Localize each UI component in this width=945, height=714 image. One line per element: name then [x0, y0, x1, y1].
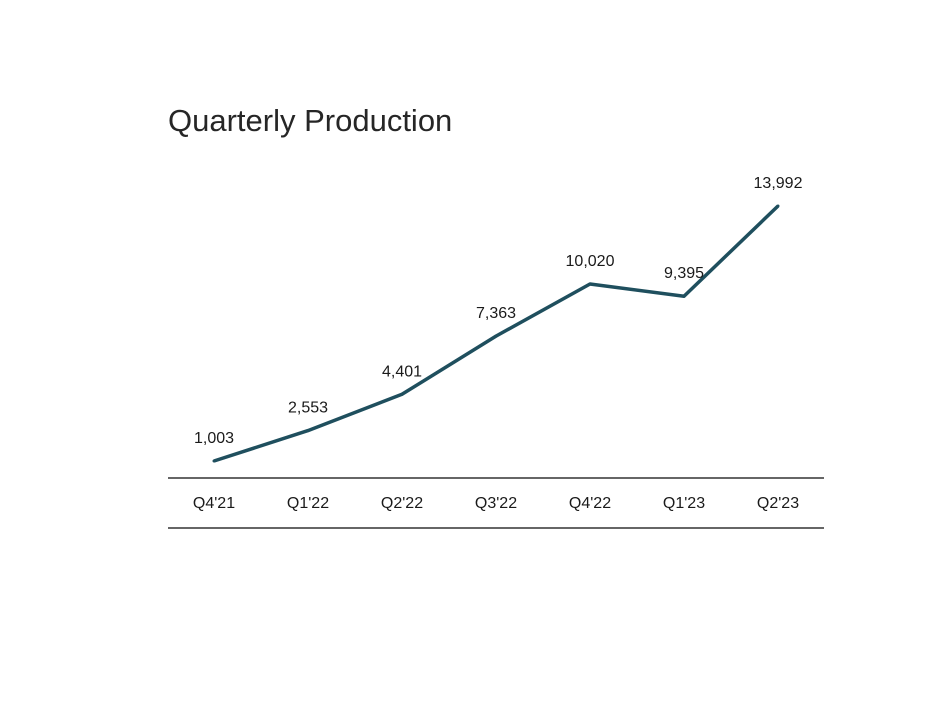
data-label: 9,395: [664, 265, 704, 282]
data-point: [776, 204, 780, 208]
series-layer: [212, 204, 780, 463]
data-point: [212, 459, 216, 463]
production-line: [213, 204, 780, 463]
data-point: [494, 334, 498, 338]
data-label: 10,020: [566, 253, 615, 270]
x-tick-label: Q3'22: [475, 495, 517, 512]
x-tick-label: Q1'22: [287, 495, 329, 512]
data-label: 13,992: [754, 175, 803, 192]
data-point: [682, 294, 686, 298]
x-tick-label: Q2'22: [381, 495, 423, 512]
data-point: [588, 282, 592, 286]
x-tick-label: Q2'23: [757, 495, 799, 512]
data-point: [400, 392, 404, 396]
x-tick-label: Q1'23: [663, 495, 705, 512]
x-tick-label: Q4'22: [569, 495, 611, 512]
data-label: 1,003: [194, 430, 234, 447]
chart-title: Quarterly Production: [168, 103, 452, 138]
data-point: [306, 429, 310, 433]
data-label: 2,553: [288, 400, 328, 417]
data-label: 4,401: [382, 363, 422, 380]
data-label: 7,363: [476, 305, 516, 322]
data-label-layer: 1,003 2,553 4,401 7,363 10,020 9,395 13,992: [194, 175, 803, 447]
x-tick-label: Q4'21: [193, 495, 235, 512]
x-tick-layer: Q4'21 Q1'22 Q2'22 Q3'22 Q4'22 Q1'23 Q2'23: [193, 495, 799, 512]
